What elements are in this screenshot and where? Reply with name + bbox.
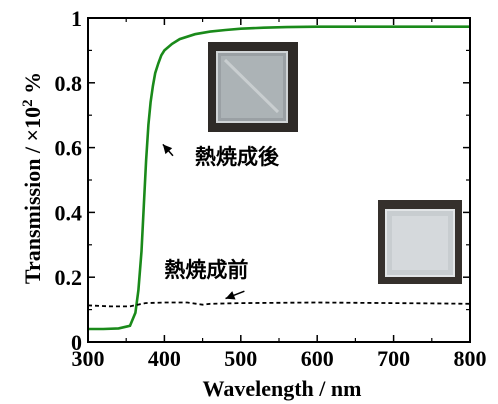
axes: 300 400 500 600 700 800 0 0.2 0.4 0.6 0.8 1 xyxy=(55,6,487,371)
photo-after-firing xyxy=(208,42,298,132)
x-tick-label: 700 xyxy=(377,346,410,371)
series-line-1 xyxy=(88,25,470,331)
y-tick-label: 0 xyxy=(71,330,82,355)
y-axis-title: Transmission / ×102 % xyxy=(20,72,45,284)
x-tick-label: 800 xyxy=(454,346,487,371)
annotation-label: 熱焼成後 xyxy=(195,145,280,169)
y-tick-label: 0.8 xyxy=(55,71,83,96)
x-axis-title: Wavelength / nm xyxy=(203,376,362,401)
y-tick-label: 0.2 xyxy=(55,265,83,290)
sample-photos xyxy=(208,42,462,284)
x-tick-label: 300 xyxy=(72,346,105,371)
annotation-arrow-head xyxy=(162,144,173,155)
y-tick-label: 0.4 xyxy=(55,200,83,225)
annotation-arrow-head xyxy=(225,291,236,300)
x-tick-label: 500 xyxy=(224,346,257,371)
y-axis-title-unit: % xyxy=(20,72,45,100)
y-tick-label: 0.6 xyxy=(55,136,83,161)
y-axis-title-main: Transmission / ×10 xyxy=(20,107,45,284)
series-line-2 xyxy=(87,301,471,308)
y-tick-label: 1 xyxy=(71,6,82,31)
y-axis-title-sup: 2 xyxy=(20,99,36,107)
x-tick-label: 400 xyxy=(148,346,181,371)
x-tick-label: 600 xyxy=(301,346,334,371)
plot-area xyxy=(87,25,471,331)
annotation-label: 熱焼成前 xyxy=(164,258,248,282)
photo-before-firing xyxy=(378,200,462,284)
